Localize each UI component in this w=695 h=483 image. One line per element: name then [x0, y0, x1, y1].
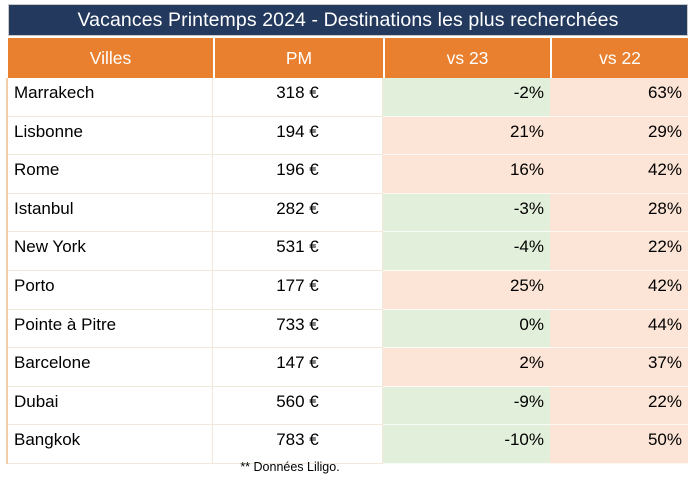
vs23-cell: 16%: [383, 155, 550, 194]
table-body: Marrakech 318 € -2% 63% Lisbonne 194 € 2…: [6, 78, 688, 464]
vs23-cell: 0%: [383, 309, 550, 349]
vs22-cell: 22%: [550, 232, 688, 271]
table-row: Bangkok 783 € -10% 50%: [8, 425, 688, 464]
vs23-cell: -10%: [383, 425, 550, 464]
table-row: Rome 196 € 16% 42%: [8, 155, 688, 194]
table-row: Istanbul 282 € -3% 28%: [8, 193, 688, 233]
city-cell: Marrakech: [8, 78, 213, 117]
city-cell: Barcelone: [8, 348, 213, 387]
price-cell: 733 €: [213, 309, 383, 349]
vs23-cell: 2%: [383, 348, 550, 387]
city-cell: Istanbul: [8, 193, 213, 233]
vs23-cell: -4%: [383, 232, 550, 271]
price-cell: 177 €: [213, 270, 383, 310]
table-row: New York 531 € -4% 22%: [8, 232, 688, 271]
vs22-cell: 42%: [550, 155, 688, 194]
table-row: Porto 177 € 25% 42%: [8, 270, 688, 310]
price-cell: 196 €: [213, 155, 383, 194]
vs22-cell: 37%: [550, 348, 688, 387]
table-title: Vacances Printemps 2024 - Destinations l…: [8, 4, 688, 36]
price-cell: 147 €: [213, 348, 383, 387]
destinations-table: Vacances Printemps 2024 - Destinations l…: [6, 4, 688, 464]
vs23-cell: 25%: [383, 270, 550, 310]
city-cell: Dubai: [8, 386, 213, 426]
column-header-vs23: vs 23: [383, 38, 550, 78]
table-row: Marrakech 318 € -2% 63%: [8, 78, 688, 117]
vs22-cell: 44%: [550, 309, 688, 349]
vs22-cell: 29%: [550, 116, 688, 156]
vs23-cell: -3%: [383, 193, 550, 233]
column-header-vs22: vs 22: [550, 38, 688, 78]
price-cell: 194 €: [213, 116, 383, 156]
city-cell: Rome: [8, 155, 213, 194]
table-row: Lisbonne 194 € 21% 29%: [8, 116, 688, 156]
table-header-row: Villes PM vs 23 vs 22: [8, 38, 688, 78]
price-cell: 560 €: [213, 386, 383, 426]
vs22-cell: 42%: [550, 270, 688, 310]
city-cell: New York: [8, 232, 213, 271]
city-cell: Lisbonne: [8, 116, 213, 156]
column-header-pm: PM: [213, 38, 383, 78]
vs22-cell: 63%: [550, 78, 688, 117]
table-row: Barcelone 147 € 2% 37%: [8, 348, 688, 387]
city-cell: Bangkok: [8, 425, 213, 464]
city-cell: Pointe à Pitre: [8, 309, 213, 349]
price-cell: 282 €: [213, 193, 383, 233]
vs23-cell: -9%: [383, 386, 550, 426]
vs22-cell: 22%: [550, 386, 688, 426]
vs23-cell: -2%: [383, 78, 550, 117]
footnote: ** Données Liligo.: [240, 460, 340, 474]
price-cell: 318 €: [213, 78, 383, 117]
price-cell: 783 €: [213, 425, 383, 464]
city-cell: Porto: [8, 270, 213, 310]
vs23-cell: 21%: [383, 116, 550, 156]
price-cell: 531 €: [213, 232, 383, 271]
column-header-villes: Villes: [8, 38, 213, 78]
vs22-cell: 28%: [550, 193, 688, 233]
table-row: Dubai 560 € -9% 22%: [8, 386, 688, 426]
table-row: Pointe à Pitre 733 € 0% 44%: [8, 309, 688, 349]
vs22-cell: 50%: [550, 425, 688, 464]
